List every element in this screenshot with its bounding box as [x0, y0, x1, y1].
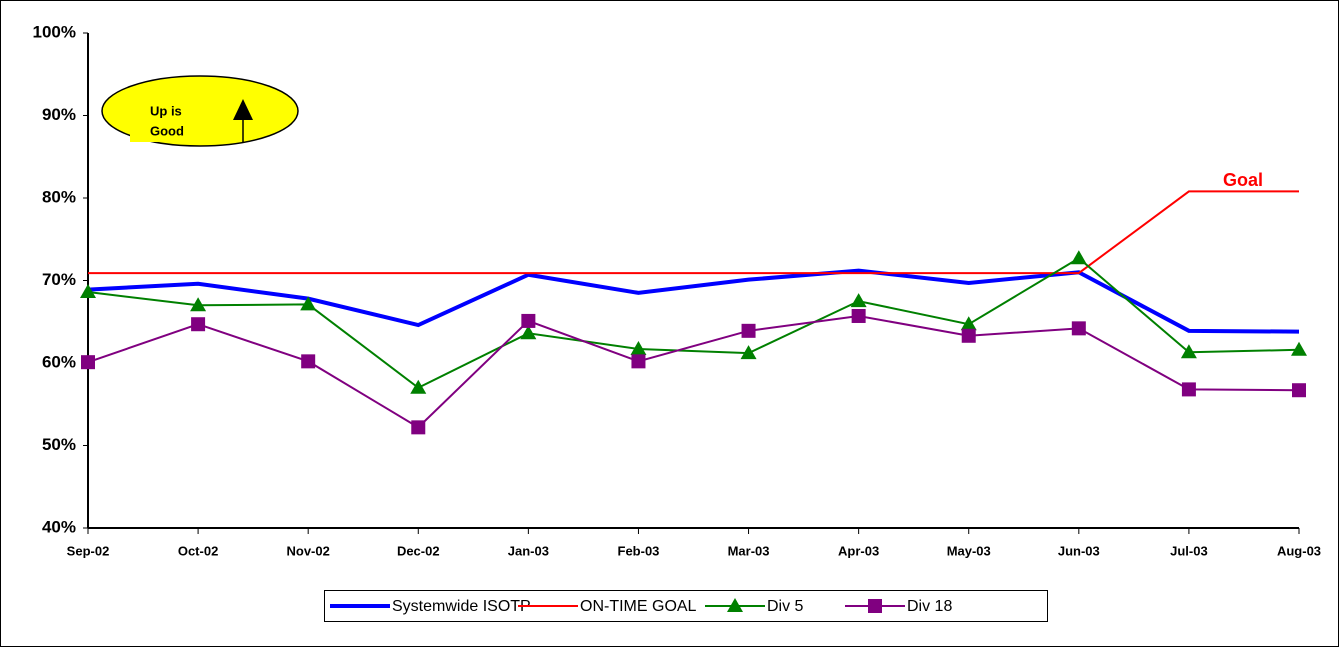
- legend-label: Systemwide ISOTP: [392, 598, 531, 615]
- x-tick-label: Jul-03: [1170, 543, 1208, 558]
- marker: [80, 284, 96, 299]
- y-tick-label: 60%: [42, 352, 76, 371]
- marker: [630, 340, 647, 355]
- arrow-head: [233, 99, 253, 120]
- marker: [411, 420, 426, 435]
- x-tick-label: Jun-03: [1058, 543, 1100, 558]
- marker: [191, 317, 206, 332]
- marker: [1071, 321, 1086, 336]
- marker: [868, 599, 882, 613]
- marker: [81, 355, 95, 370]
- x-tick-label: May-03: [947, 543, 991, 558]
- marker: [740, 345, 757, 360]
- marker: [520, 325, 537, 340]
- x-tick-label: Oct-02: [178, 543, 218, 558]
- marker: [1180, 344, 1197, 359]
- legend-box: [324, 590, 1048, 622]
- goal-label: Goal: [1223, 170, 1263, 190]
- marker: [301, 354, 316, 369]
- x-tick-label: Mar-03: [728, 543, 770, 558]
- y-tick-label: 100%: [33, 22, 76, 41]
- marker: [410, 379, 427, 394]
- badge-line: Good: [150, 123, 184, 138]
- marker: [1292, 383, 1306, 398]
- y-tick-label: 40%: [42, 517, 76, 536]
- y-tick-label: 80%: [42, 187, 76, 206]
- series-line: [87, 314, 1300, 429]
- marker: [961, 328, 976, 343]
- marker: [1291, 341, 1307, 356]
- marker: [521, 313, 536, 328]
- x-tick-label: Dec-02: [397, 543, 440, 558]
- legend-label: Div 5: [767, 598, 804, 615]
- marker: [1070, 250, 1087, 265]
- marker: [190, 297, 207, 312]
- marker: [741, 323, 756, 338]
- marker: [850, 293, 867, 308]
- x-tick-label: Apr-03: [838, 543, 879, 558]
- y-tick-label: 50%: [42, 435, 76, 454]
- badge-fill: [130, 128, 175, 142]
- marker: [631, 354, 646, 369]
- y-tick-label: 90%: [42, 105, 76, 124]
- series-line: [88, 190, 1299, 275]
- series-line: [87, 256, 1300, 389]
- badge-line: Up is: [150, 103, 182, 118]
- marker: [1181, 382, 1196, 397]
- x-tick-label: Feb-03: [618, 543, 660, 558]
- x-tick-label: Aug-03: [1277, 543, 1321, 558]
- marker: [727, 598, 743, 612]
- marker: [960, 316, 977, 331]
- x-tick-label: Jan-03: [508, 543, 549, 558]
- x-tick-label: Sep-02: [67, 543, 110, 558]
- legend-label: ON-TIME GOAL: [580, 598, 697, 615]
- marker: [300, 296, 317, 311]
- marker: [851, 308, 866, 323]
- legend-label: Div 18: [907, 598, 952, 615]
- x-tick-label: Nov-02: [287, 543, 330, 558]
- series-line: [87, 268, 1300, 334]
- y-tick-label: 70%: [42, 270, 76, 289]
